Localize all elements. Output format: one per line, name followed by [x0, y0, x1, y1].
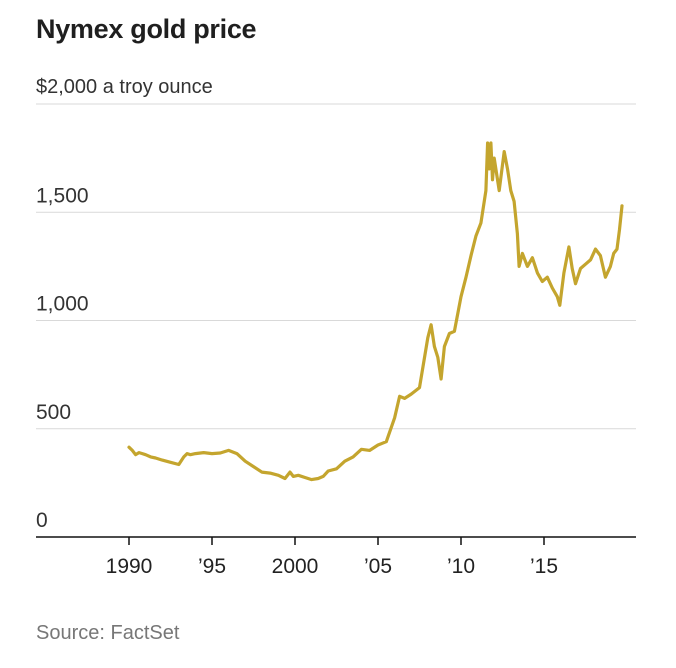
chart-title: Nymex gold price — [36, 14, 257, 44]
price-line-0 — [127, 141, 624, 482]
x-tick-label-2005: ’05 — [364, 555, 392, 578]
y-tick-label-1000: 1,000 — [36, 293, 89, 316]
x-axis: 1990 ’95 2000 ’05 ’10 ’15 — [36, 536, 636, 578]
x-tick-label-2015: ’15 — [530, 555, 558, 578]
x-tick-label-1990: 1990 — [106, 555, 153, 578]
source-note: Source: FactSet — [36, 622, 180, 644]
y-tick-label-0: 0 — [36, 509, 48, 532]
y-axis-tick-labels: 0 500 1,000 1,500 — [36, 184, 89, 532]
y-tick-label-1500: 1,500 — [36, 184, 89, 207]
price-line-layer — [127, 141, 624, 482]
y-tick-label-500: 500 — [36, 401, 71, 424]
x-tick-label-2010: ’10 — [447, 555, 475, 578]
chart-subtitle: $2,000 a troy ounce — [36, 76, 213, 98]
x-tick-label-1995: ’95 — [198, 555, 226, 578]
grid-lines — [36, 103, 636, 430]
x-tick-label-2000: 2000 — [272, 555, 319, 578]
